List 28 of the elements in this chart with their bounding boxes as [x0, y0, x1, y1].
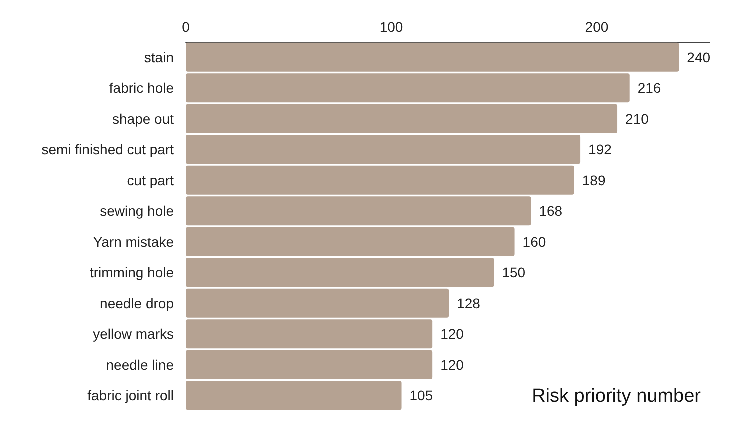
y-tick-label: cut part: [127, 172, 174, 188]
x-tick-label: 0: [182, 19, 190, 35]
y-tick-label: yellow marks: [93, 326, 174, 342]
data-label: 120: [440, 356, 464, 373]
y-tick-label: needle drop: [100, 295, 174, 312]
data-label: 150: [502, 264, 526, 281]
data-label: 168: [539, 203, 563, 220]
y-tick-label: needle line: [106, 356, 174, 373]
x-axis-title: Risk priority number: [532, 386, 702, 407]
y-tick-label: fabric joint roll: [88, 388, 174, 404]
y-tick-label: fabric hole: [109, 80, 174, 96]
y-tick-label: Yarn mistake: [93, 234, 174, 250]
data-label: 210: [626, 110, 650, 127]
data-label: 160: [522, 234, 546, 250]
data-label: 192: [588, 142, 612, 158]
y-tick-label: semi finished cut part: [42, 142, 174, 158]
data-label: 128: [457, 295, 481, 312]
data-label: 105: [410, 388, 434, 404]
y-tick-label: sewing hole: [100, 203, 174, 220]
x-tick-label: 200: [585, 19, 609, 35]
data-label: 216: [638, 80, 662, 96]
data-label: 240: [687, 49, 711, 66]
data-label: 120: [440, 326, 464, 342]
y-tick-label: shape out: [112, 110, 174, 127]
y-tick-label: trimming hole: [90, 264, 174, 281]
y-tick-label: stain: [144, 49, 174, 66]
data-label: 189: [582, 172, 606, 188]
x-tick-label: 100: [380, 19, 404, 35]
